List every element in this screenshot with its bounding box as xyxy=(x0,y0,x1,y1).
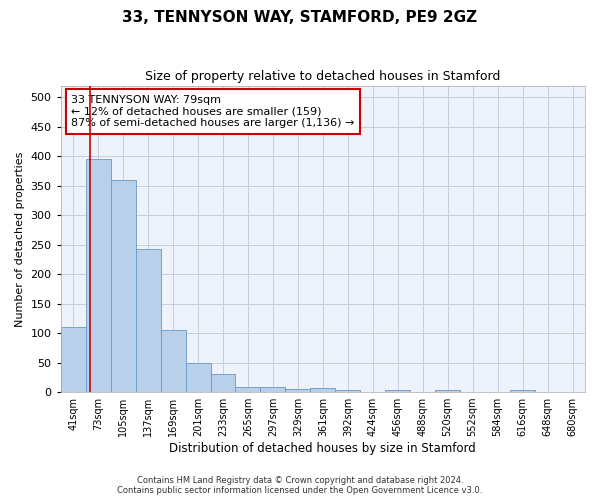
Bar xyxy=(286,389,310,392)
Bar xyxy=(335,390,361,392)
Bar xyxy=(260,388,286,392)
Bar xyxy=(385,390,410,392)
Bar xyxy=(310,388,335,392)
Bar xyxy=(110,180,136,392)
Bar xyxy=(161,330,185,392)
Bar xyxy=(86,159,110,392)
Bar xyxy=(136,249,161,392)
Bar xyxy=(61,327,86,392)
Bar xyxy=(211,374,235,392)
Text: 33, TENNYSON WAY, STAMFORD, PE9 2GZ: 33, TENNYSON WAY, STAMFORD, PE9 2GZ xyxy=(122,10,478,25)
Y-axis label: Number of detached properties: Number of detached properties xyxy=(15,151,25,326)
Bar xyxy=(510,390,535,392)
Text: Contains HM Land Registry data © Crown copyright and database right 2024.
Contai: Contains HM Land Registry data © Crown c… xyxy=(118,476,482,495)
X-axis label: Distribution of detached houses by size in Stamford: Distribution of detached houses by size … xyxy=(169,442,476,455)
Title: Size of property relative to detached houses in Stamford: Size of property relative to detached ho… xyxy=(145,70,500,83)
Bar xyxy=(235,388,260,392)
Bar xyxy=(185,362,211,392)
Text: 33 TENNYSON WAY: 79sqm
← 12% of detached houses are smaller (159)
87% of semi-de: 33 TENNYSON WAY: 79sqm ← 12% of detached… xyxy=(71,95,355,128)
Bar xyxy=(435,390,460,392)
